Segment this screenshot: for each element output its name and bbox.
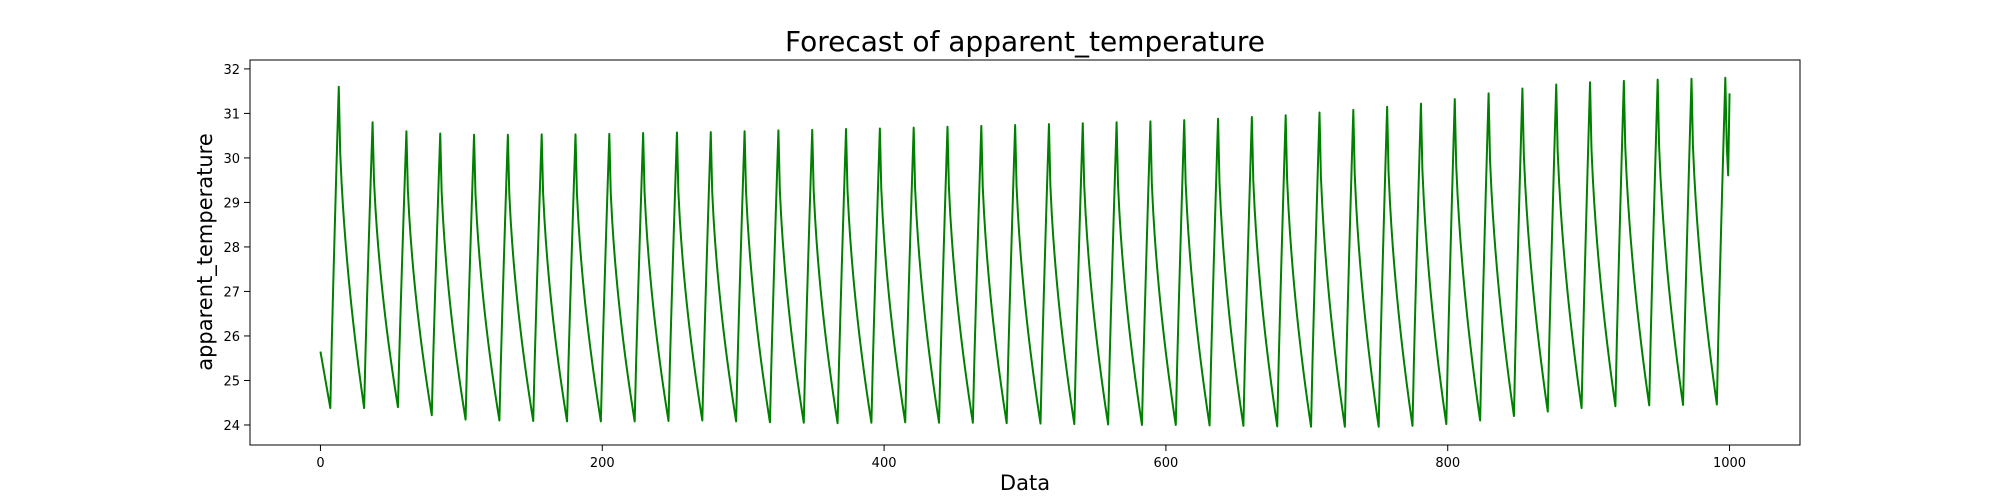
x-tick-label: 800 (1435, 456, 1460, 471)
y-tick-label: 32 (223, 63, 240, 78)
y-tick-label: 31 (223, 107, 240, 122)
series-line-apparent-temperature (319, 76, 1731, 428)
x-tick-label: 1000 (1713, 456, 1746, 471)
x-tick-label: 200 (590, 456, 615, 471)
y-tick-label: 29 (223, 196, 240, 211)
y-axis-label: apparent_temperature (193, 133, 218, 371)
x-tick-label: 400 (872, 456, 897, 471)
y-tick-label: 26 (223, 330, 240, 345)
plot-area (249, 59, 1801, 446)
x-axis-label: Data (1000, 471, 1050, 495)
y-axis: 24 25 26 27 28 29 30 31 32 (223, 63, 250, 434)
x-axis: 0 200 400 600 800 1000 (316, 445, 1746, 471)
y-tick-label: 28 (223, 241, 240, 256)
chart-title: Forecast of apparent_temperature (785, 25, 1265, 58)
plot-frame (249, 59, 1801, 446)
y-tick-label: 25 (223, 374, 240, 389)
x-tick-label: 0 (316, 456, 324, 471)
x-tick-label: 600 (1153, 456, 1178, 471)
y-tick-label: 30 (223, 152, 240, 167)
y-tick-label: 27 (223, 285, 240, 300)
y-tick-label: 24 (223, 419, 240, 434)
